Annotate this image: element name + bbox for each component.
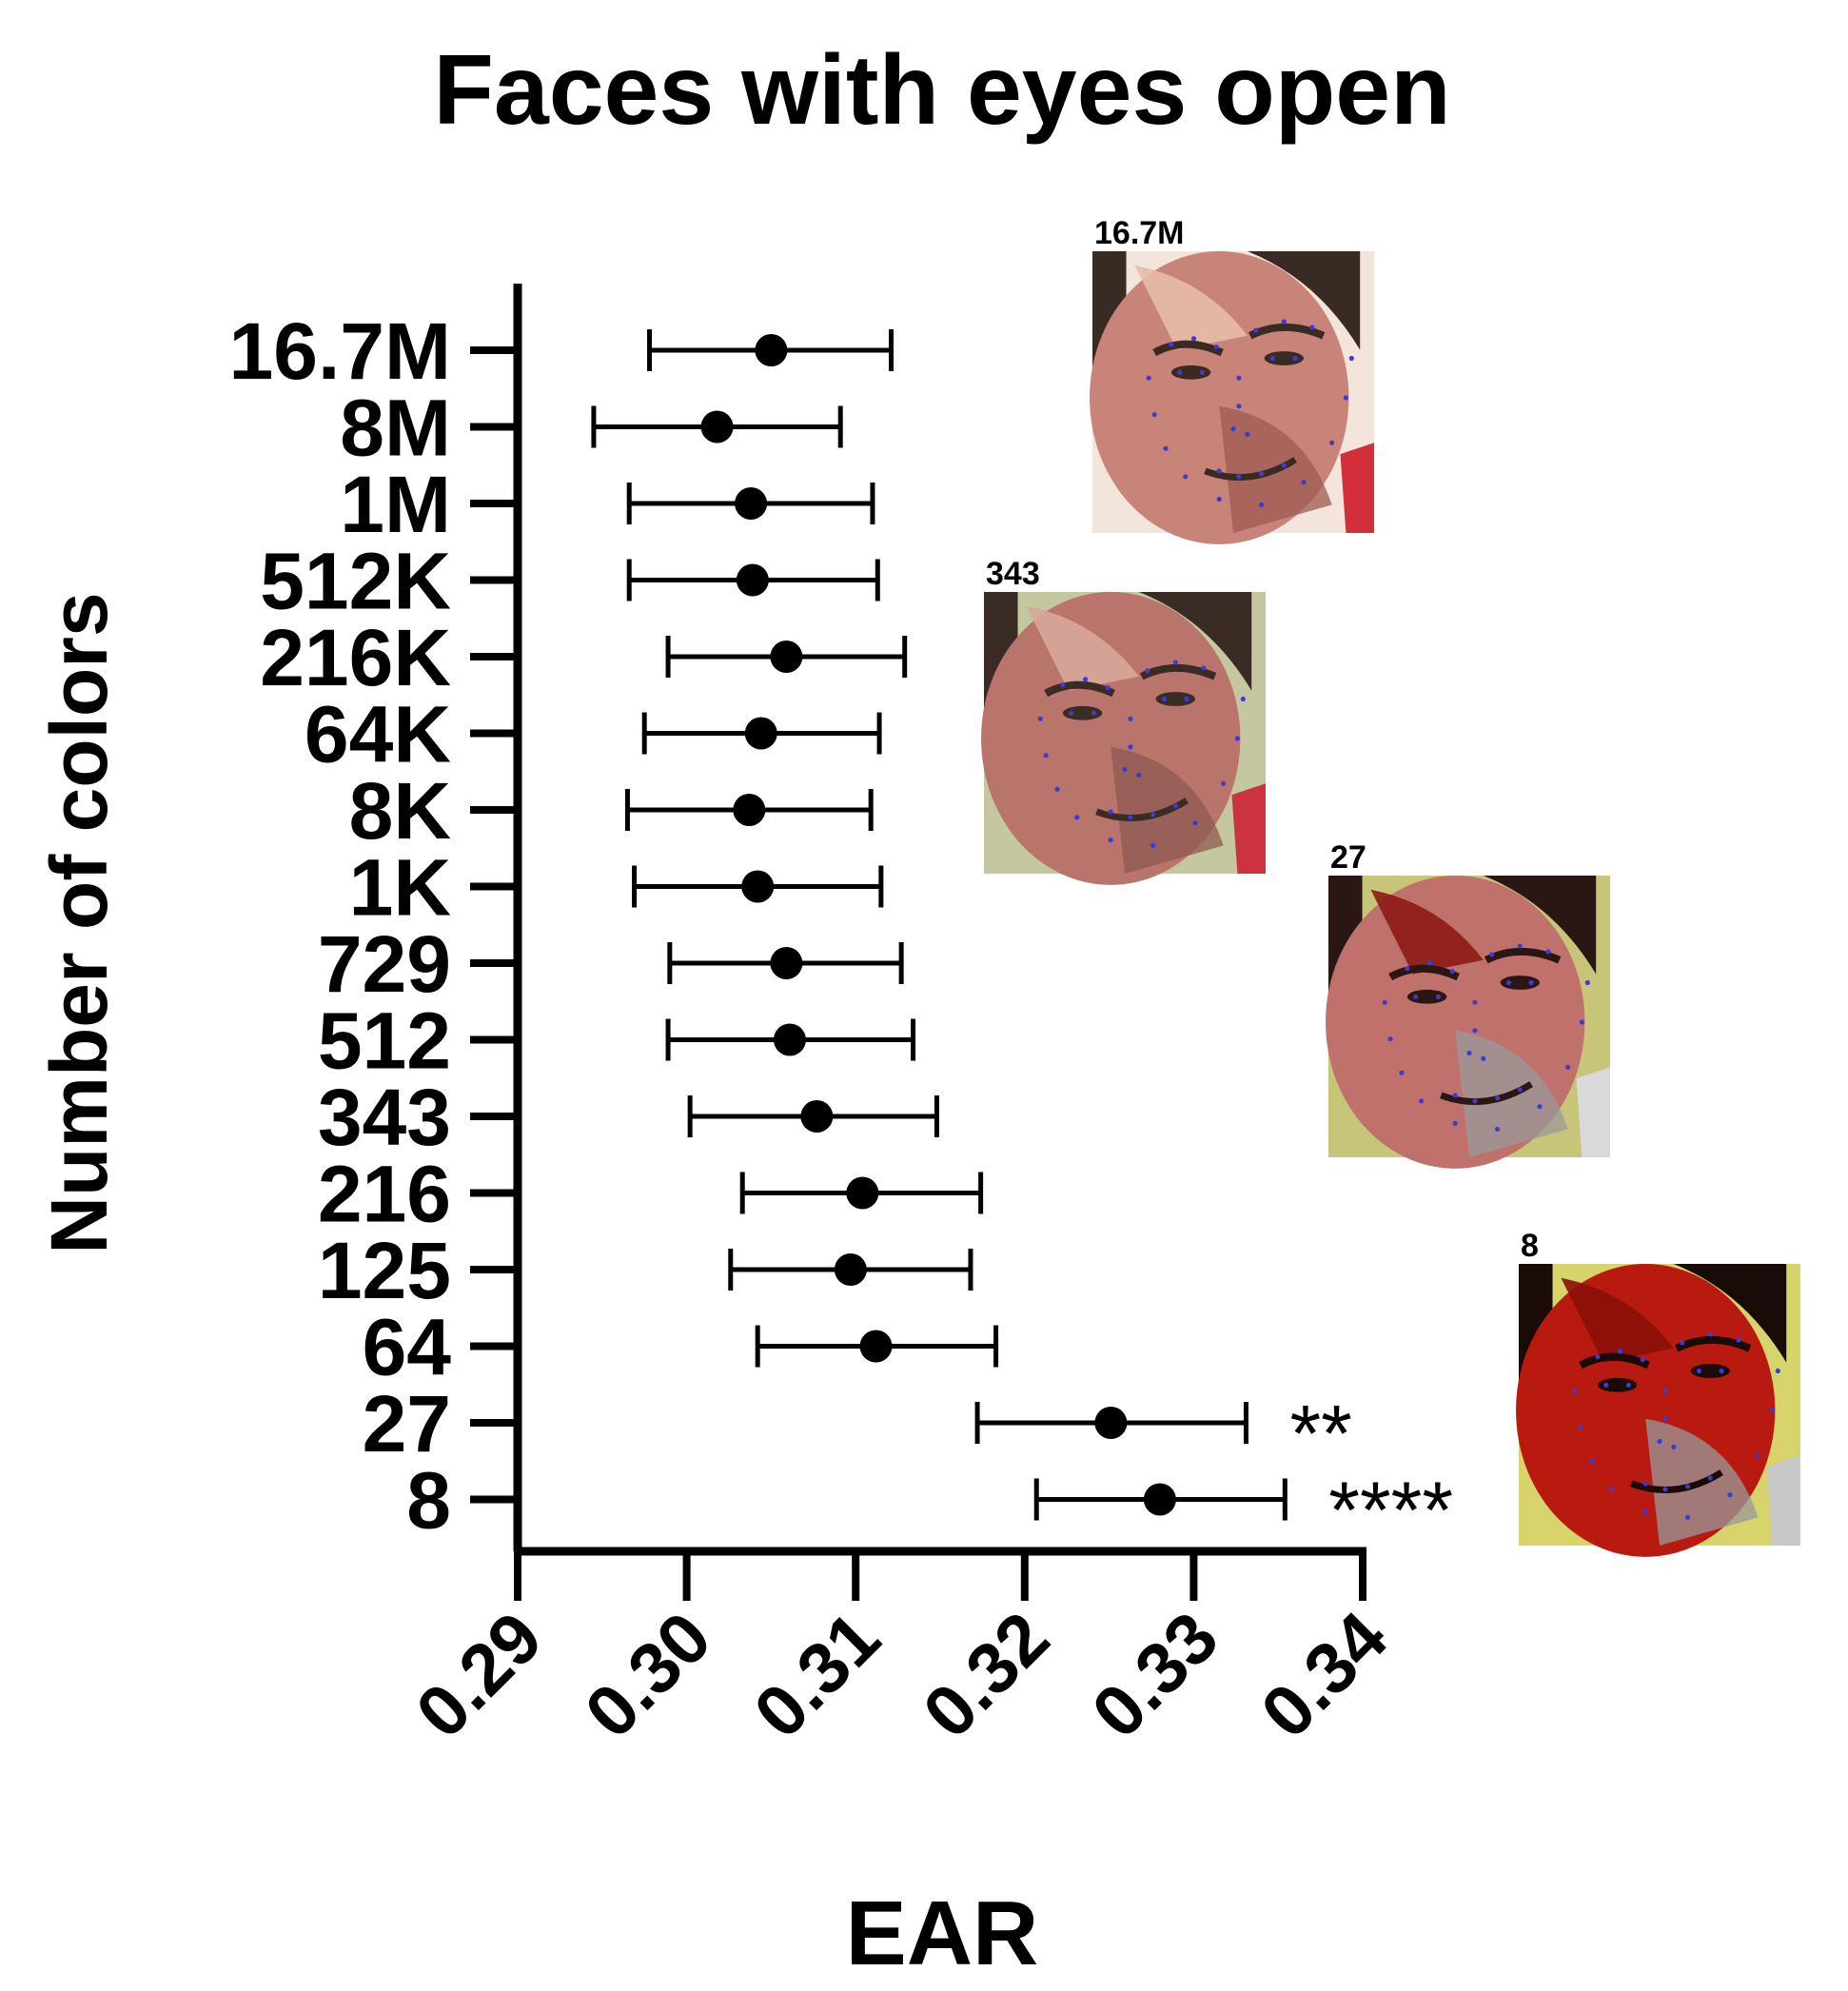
data-points (591, 329, 1288, 1521)
inset-label: 343 (986, 556, 1040, 592)
y-ticks: 16.7M8M1M512K216K64K8K1K7295123432161256… (229, 306, 518, 1546)
error-bar-point (665, 636, 908, 678)
error-bar-point (974, 1402, 1248, 1444)
y-axis-title: Number of colors (34, 592, 124, 1253)
mean-point (733, 794, 766, 826)
mean-point (741, 870, 775, 903)
y-tick-label: 27 (363, 1379, 451, 1469)
significance-marker: ** (1289, 1389, 1351, 1478)
mean-point (744, 717, 777, 750)
error-bar-point (591, 405, 843, 448)
error-bar-point (647, 329, 894, 371)
y-tick-label: 16.7M (229, 306, 451, 396)
error-bar-point (1033, 1478, 1288, 1521)
face-photo-icon: 343 (981, 556, 1266, 885)
chart-title: Faces with eyes open (433, 35, 1450, 146)
x-ticks: 0.29 0.30 0.31 0.32 0.33 0.34 (401, 1551, 1403, 1754)
error-bar-point (667, 942, 904, 984)
y-tick-label: 216 (318, 1150, 451, 1239)
error-bar-point (739, 1172, 984, 1214)
y-tick-label: 1M (340, 460, 451, 549)
mean-point (1094, 1407, 1128, 1439)
y-tick-label: 512K (260, 537, 451, 626)
x-tick-label: 0.29 (401, 1597, 558, 1754)
error-bar-point (728, 1249, 973, 1291)
error-bar-point (665, 1018, 916, 1061)
mean-point (800, 1100, 834, 1133)
error-bar-point (632, 865, 884, 908)
mean-point (834, 1253, 867, 1286)
inset-label: 27 (1330, 839, 1366, 876)
mean-point (735, 487, 768, 520)
error-bar-point (626, 483, 875, 524)
y-tick-label: 8M (340, 384, 451, 473)
error-bar-point (755, 1325, 999, 1368)
mean-point (1143, 1483, 1176, 1516)
mean-point (770, 947, 803, 979)
mean-point (700, 410, 734, 444)
y-tick-label: 64K (305, 690, 451, 779)
mean-point (736, 563, 769, 597)
x-tick-label: 0.33 (1077, 1597, 1234, 1754)
inset-label: 8 (1521, 1228, 1539, 1264)
error-bar-point (624, 789, 874, 831)
y-tick-label: 125 (318, 1226, 451, 1315)
x-tick-label: 0.30 (570, 1597, 727, 1754)
x-tick-label: 0.34 (1246, 1597, 1403, 1754)
inset-images: 16.7M 343 27 8 (981, 215, 1800, 1557)
error-bar-point (687, 1095, 939, 1137)
y-tick-label: 1K (349, 843, 451, 933)
y-tick-label: 729 (318, 919, 451, 1009)
y-tick-label: 8K (349, 766, 451, 856)
inset-label: 16.7M (1094, 215, 1185, 251)
x-tick-label: 0.31 (739, 1597, 896, 1754)
mean-point (770, 641, 803, 673)
mean-point (755, 334, 788, 366)
x-tick-label: 0.32 (908, 1597, 1065, 1754)
face-photo-icon: 27 (1326, 839, 1610, 1169)
mean-point (773, 1023, 806, 1056)
y-tick-label: 216K (260, 613, 451, 702)
y-tick-label: 512 (318, 996, 451, 1086)
y-tick-label: 8 (406, 1456, 451, 1546)
face-photo-icon: 16.7M (1090, 215, 1374, 544)
face-photo-icon: 8 (1516, 1228, 1800, 1557)
mean-point (859, 1330, 893, 1363)
significance-annotations: ****** (1289, 1389, 1453, 1555)
mean-point (846, 1176, 879, 1210)
error-bar-point (641, 712, 882, 755)
y-tick-label: 343 (318, 1073, 451, 1162)
significance-marker: **** (1328, 1466, 1453, 1555)
y-tick-label: 64 (363, 1303, 452, 1392)
error-bar-point (626, 559, 880, 601)
x-axis-title: EAR (846, 1883, 1039, 1984)
